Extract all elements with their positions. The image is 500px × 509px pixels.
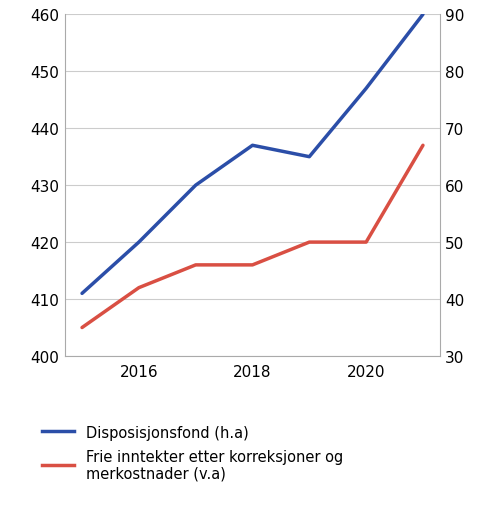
Legend: Disposisjonsfond (h.a), Frie inntekter etter korreksjoner og
merkostnader (v.a): Disposisjonsfond (h.a), Frie inntekter e… [42, 425, 344, 481]
